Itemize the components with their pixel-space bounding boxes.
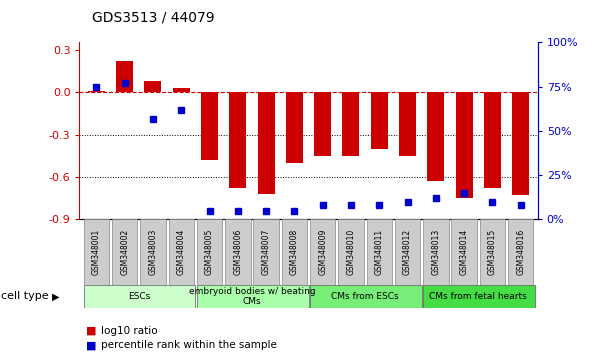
Bar bbox=[512, 92, 529, 195]
Bar bbox=[480, 219, 505, 285]
Bar bbox=[367, 219, 392, 285]
Bar bbox=[173, 88, 190, 92]
Text: log10 ratio: log10 ratio bbox=[101, 326, 158, 336]
Bar bbox=[508, 219, 533, 285]
Bar bbox=[141, 219, 166, 285]
Text: GSM348010: GSM348010 bbox=[346, 229, 356, 275]
Text: ESCs: ESCs bbox=[128, 292, 150, 301]
Text: GSM348004: GSM348004 bbox=[177, 229, 186, 275]
Text: ■: ■ bbox=[86, 326, 96, 336]
Bar bbox=[112, 219, 137, 285]
Bar bbox=[116, 61, 133, 92]
Text: GSM348005: GSM348005 bbox=[205, 229, 214, 275]
Text: GSM348002: GSM348002 bbox=[120, 229, 129, 275]
Text: ■: ■ bbox=[86, 340, 96, 350]
Bar bbox=[427, 92, 444, 181]
Text: GSM348003: GSM348003 bbox=[148, 229, 158, 275]
Bar bbox=[456, 92, 473, 198]
Bar bbox=[88, 91, 105, 92]
Bar bbox=[84, 285, 196, 308]
Text: GSM348006: GSM348006 bbox=[233, 229, 243, 275]
Bar bbox=[225, 219, 251, 285]
Bar bbox=[282, 219, 307, 285]
Text: embryoid bodies w/ beating
CMs: embryoid bodies w/ beating CMs bbox=[189, 287, 315, 306]
Text: GSM348013: GSM348013 bbox=[431, 229, 441, 275]
Bar bbox=[84, 219, 109, 285]
Bar bbox=[201, 92, 218, 160]
Bar bbox=[371, 92, 388, 149]
Text: GSM348016: GSM348016 bbox=[516, 229, 525, 275]
Bar bbox=[197, 285, 309, 308]
Bar bbox=[423, 219, 448, 285]
Text: GDS3513 / 44079: GDS3513 / 44079 bbox=[92, 11, 214, 25]
Bar bbox=[258, 92, 274, 194]
Bar bbox=[484, 92, 501, 188]
Bar bbox=[169, 219, 194, 285]
Text: GSM348001: GSM348001 bbox=[92, 229, 101, 275]
Bar bbox=[310, 285, 422, 308]
Text: GSM348012: GSM348012 bbox=[403, 229, 412, 275]
Text: GSM348007: GSM348007 bbox=[262, 229, 271, 275]
Bar bbox=[229, 92, 246, 188]
Text: GSM348015: GSM348015 bbox=[488, 229, 497, 275]
Text: CMs from fetal hearts: CMs from fetal hearts bbox=[430, 292, 527, 301]
Text: CMs from ESCs: CMs from ESCs bbox=[331, 292, 399, 301]
Bar bbox=[314, 92, 331, 156]
Bar bbox=[338, 219, 364, 285]
Bar bbox=[286, 92, 303, 163]
Text: percentile rank within the sample: percentile rank within the sample bbox=[101, 340, 277, 350]
Bar bbox=[399, 92, 416, 156]
Text: GSM348011: GSM348011 bbox=[375, 229, 384, 275]
Bar bbox=[343, 92, 359, 156]
Bar bbox=[423, 285, 535, 308]
Text: ▶: ▶ bbox=[53, 291, 60, 302]
Bar bbox=[254, 219, 279, 285]
Text: cell type: cell type bbox=[1, 291, 49, 302]
Bar bbox=[310, 219, 335, 285]
Text: GSM348008: GSM348008 bbox=[290, 229, 299, 275]
Text: GSM348014: GSM348014 bbox=[459, 229, 469, 275]
Bar bbox=[452, 219, 477, 285]
Text: GSM348009: GSM348009 bbox=[318, 229, 327, 275]
Bar bbox=[197, 219, 222, 285]
Bar bbox=[144, 81, 161, 92]
Bar bbox=[395, 219, 420, 285]
